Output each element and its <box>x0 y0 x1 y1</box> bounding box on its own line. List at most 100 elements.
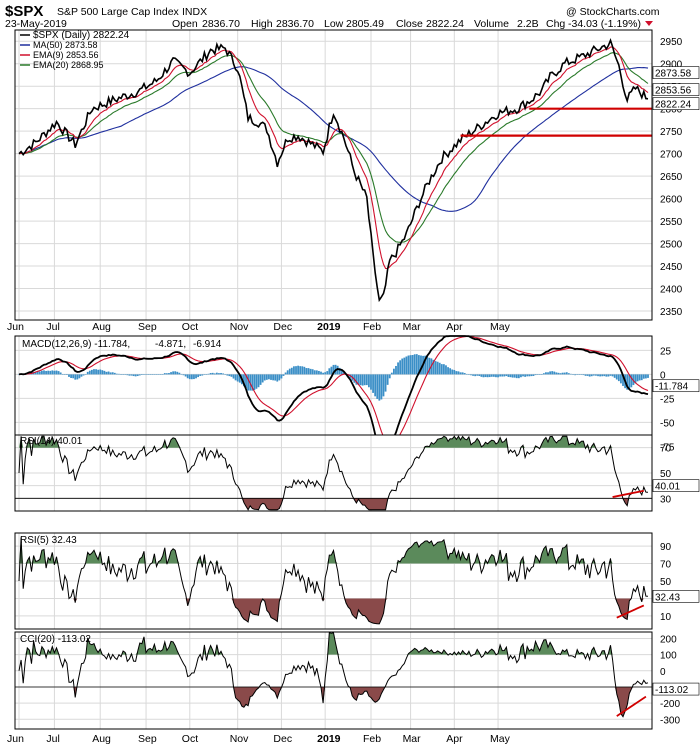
macd-histogram-bar <box>434 361 437 375</box>
date: 23-May-2019 <box>5 18 67 30</box>
ema9-line <box>18 46 649 270</box>
macd-histogram-bar <box>359 374 362 386</box>
macd-histogram-bar <box>336 365 339 375</box>
macd-histogram-bar <box>470 374 472 376</box>
macd-histogram-bar <box>540 374 543 375</box>
macd-histogram-bar <box>213 373 216 375</box>
price-panel-tick-label: 2450 <box>660 262 683 273</box>
macd-histogram-bar <box>567 373 570 375</box>
macd-histogram-bar <box>105 371 108 375</box>
macd-histogram-bar <box>513 374 516 378</box>
macd-histogram-bar <box>120 374 122 375</box>
rsi14-legend: RSI(14) 40.01 <box>20 436 83 447</box>
macd-histogram-bar <box>305 368 308 375</box>
macd-histogram-bar <box>132 374 135 377</box>
x-axis-label-bottom: 2019 <box>317 733 341 745</box>
macd-histogram-bar <box>188 374 191 380</box>
macd-histogram-bar <box>490 374 493 377</box>
macd-histogram-bar <box>326 371 329 375</box>
macd-histogram-bar <box>601 374 604 377</box>
macd-histogram-bar <box>390 372 393 375</box>
macd-histogram-bar <box>180 373 183 375</box>
macd-histogram-bar <box>288 368 291 375</box>
macd-histogram-bar <box>72 374 75 379</box>
macd-histogram-bar <box>274 374 277 381</box>
macd-histogram-bar <box>86 371 89 375</box>
chg-value: -34.03 (-1.19%) <box>568 18 641 30</box>
macd-histogram-bar <box>382 374 385 397</box>
x-axis-label-top: Oct <box>182 321 198 333</box>
price-panel-tick-label: 2650 <box>660 172 683 183</box>
macd-histogram-bar <box>286 370 289 375</box>
macd-histogram-bar <box>159 374 162 375</box>
x-axis-label-bottom: Nov <box>230 733 249 745</box>
macd-histogram-bar <box>18 374 20 375</box>
macd-histogram-bar <box>459 372 462 375</box>
macd-histogram-bar <box>486 374 489 378</box>
macd-histogram-bar <box>259 374 262 385</box>
macd-histogram-bar <box>128 374 131 376</box>
macd-histogram-bar <box>647 374 649 378</box>
price-panel-tick-label: 2900 <box>660 60 683 71</box>
macd-histogram-bar <box>261 374 264 383</box>
macd-panel-tick-label: -25 <box>660 394 675 405</box>
macd-histogram-bar <box>211 372 214 375</box>
macd-histogram-bar <box>301 366 304 375</box>
macd-histogram-bar <box>451 369 454 375</box>
symbol: $SPX <box>5 3 43 20</box>
macd-histogram-bar <box>145 374 147 375</box>
macd-histogram-bar <box>113 372 116 375</box>
macd-histogram-bar <box>409 355 412 375</box>
cci-value-tag-bg <box>652 682 700 696</box>
macd-histogram-bar <box>222 373 225 375</box>
macd-legend-signal: -4.871, <box>155 339 186 350</box>
macd-histogram-bar <box>640 374 643 381</box>
macd-histogram-bar <box>395 365 397 375</box>
macd-histogram-bar <box>572 374 574 375</box>
macd-histogram-bar <box>324 372 327 375</box>
x-axis-label-top: 2019 <box>317 321 341 333</box>
macd-histogram-bar <box>603 374 606 377</box>
macd-histogram-bar <box>536 374 539 375</box>
macd-histogram-bar <box>193 374 195 380</box>
macd-histogram-bar <box>549 371 552 375</box>
macd-histogram-bar <box>565 372 568 375</box>
macd-histogram-bar <box>176 371 179 375</box>
macd-histogram-bar <box>218 373 220 375</box>
high-label: High <box>251 18 273 30</box>
macd-histogram-bar <box>253 374 256 391</box>
macd-histogram-bar <box>74 374 77 380</box>
ma50-value-tag-bg <box>652 66 700 79</box>
macd-histogram-bar <box>59 372 62 375</box>
macd-histogram-bar <box>136 374 139 377</box>
price-panel-tick-label: 2500 <box>660 240 683 251</box>
macd-histogram-bar <box>270 374 272 380</box>
macd-histogram-bar <box>363 374 366 386</box>
macd-histogram-bar <box>247 374 250 391</box>
x-axis-label-bottom: Jul <box>46 733 59 745</box>
macd-histogram-bar <box>361 374 364 386</box>
open-value: 2836.70 <box>202 18 240 30</box>
ema9-value-tag: 2853.56 <box>655 86 692 97</box>
macd-histogram-bar <box>576 374 579 375</box>
macd-histogram-bar <box>420 355 422 375</box>
macd-histogram-bar <box>397 362 399 375</box>
price-panel: 2350 2400 2450 2500 2550 2600 2650 2700 2750 2800… <box>14 29 700 321</box>
x-axis-label-bottom: Oct <box>182 733 198 745</box>
macd-histogram-bar <box>330 366 333 375</box>
macd-histogram-bar <box>195 374 197 379</box>
macd-histogram-bar <box>484 374 487 378</box>
rsi14-line <box>18 435 649 511</box>
macd-histogram-bar <box>407 355 410 375</box>
rsi14-panel-frame <box>14 434 653 512</box>
macd-histogram-bar <box>574 374 577 376</box>
ema20-line <box>18 52 649 243</box>
macd-histogram-bar <box>36 371 39 375</box>
macd-histogram-bar <box>588 374 591 377</box>
rsi5-trendline <box>616 604 645 619</box>
macd-histogram-bar <box>293 366 295 375</box>
macd-histogram-bar <box>520 374 522 378</box>
macd-histogram-bar <box>355 374 358 385</box>
